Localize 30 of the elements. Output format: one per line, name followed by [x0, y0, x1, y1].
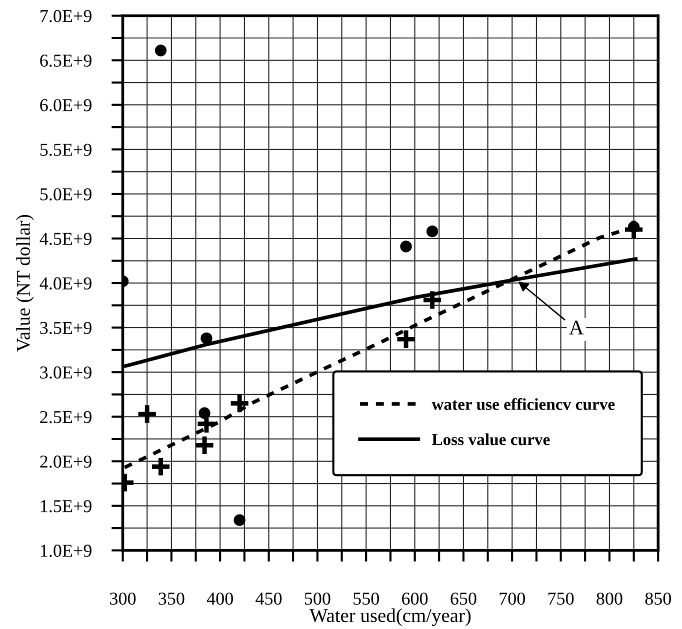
x-tick-label: 650	[450, 592, 476, 605]
x-tick-label: 400	[206, 592, 233, 605]
x-tick-label: 500	[304, 592, 330, 605]
legend-label: Loss value curve	[432, 433, 550, 446]
y-tick-label: 7.0E+9	[40, 10, 92, 22]
x-tick-label: 450	[256, 592, 282, 605]
y-tick-label: 3.0E+9	[40, 366, 92, 379]
x-tick-label: 800	[596, 592, 622, 605]
x-tick-label: 850	[645, 592, 671, 605]
y-tick-label: 5.0E+9	[40, 188, 92, 200]
y-tick-label: 1.0E+9	[40, 544, 92, 557]
x-tick-label: 700	[500, 592, 525, 605]
y-tick-label: 5.5E+9	[40, 144, 92, 156]
x-tick-label: 750	[548, 592, 574, 605]
y-tick-label: 4.5E+9	[40, 232, 92, 246]
y-tick-label: 3.5E+9	[40, 322, 92, 334]
y-tick-label: 1.5E+9	[40, 500, 92, 512]
y-tick-label: 6.0E+9	[40, 99, 92, 112]
y-tick-label: 2.5E+9	[40, 411, 92, 424]
x-tick-label: 350	[158, 592, 184, 605]
y-tick-label: 2.0E+9	[40, 456, 92, 468]
y-tick-label: 6.5E+9	[40, 54, 92, 67]
y-tick-label: 4.0E+9	[40, 277, 92, 290]
legend-label: water use efficiencv curve	[432, 398, 615, 410]
y-axis-title: Value (NT dollar)	[16, 214, 34, 352]
x-tick-label: 300	[110, 592, 136, 605]
annotation: A	[569, 320, 584, 334]
x-tick-label: 600	[402, 592, 428, 605]
x-tick-label: 550	[354, 592, 379, 605]
x-axis-title: Water used(cm/year)	[309, 608, 471, 626]
